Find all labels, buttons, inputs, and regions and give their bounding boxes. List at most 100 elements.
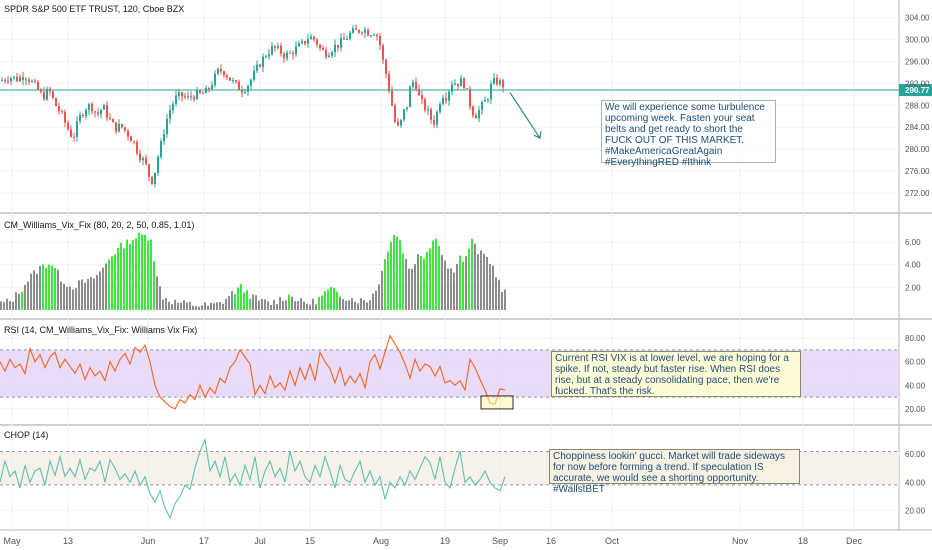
vix-fix-bar[interactable] bbox=[240, 283, 242, 310]
vix-fix-bar[interactable] bbox=[468, 248, 470, 310]
vix-fix-bar[interactable] bbox=[213, 303, 215, 310]
vix-fix-bar[interactable] bbox=[315, 304, 317, 310]
candle-body[interactable] bbox=[304, 41, 306, 44]
vix-fix-bar[interactable] bbox=[411, 268, 413, 310]
vix-fix-bar[interactable] bbox=[462, 261, 464, 310]
candle-body[interactable] bbox=[187, 95, 189, 98]
vix-fix-bar[interactable] bbox=[363, 300, 365, 310]
vix-fix-bar[interactable] bbox=[318, 296, 320, 310]
vix-fix-bar[interactable] bbox=[87, 278, 89, 310]
candle-body[interactable] bbox=[31, 80, 33, 82]
vix-fix-bar[interactable] bbox=[186, 302, 188, 310]
vix-fix-bar[interactable] bbox=[165, 297, 167, 310]
candle-body[interactable] bbox=[121, 123, 123, 128]
vix-fix-bar[interactable] bbox=[102, 267, 104, 310]
vix-fix-bar[interactable] bbox=[450, 268, 452, 310]
vix-fix-bar[interactable] bbox=[498, 280, 500, 310]
vix-fix-bar[interactable] bbox=[480, 250, 482, 310]
candle-body[interactable] bbox=[496, 77, 498, 85]
vix-fix-bar[interactable] bbox=[123, 248, 125, 310]
indicator-line[interactable] bbox=[0, 437, 506, 520]
candle-body[interactable] bbox=[118, 123, 120, 132]
candle-body[interactable] bbox=[277, 45, 279, 48]
candle-body[interactable] bbox=[25, 79, 27, 81]
vix-fix-bar[interactable] bbox=[93, 278, 95, 310]
candle-body[interactable] bbox=[172, 103, 174, 111]
candle-body[interactable] bbox=[283, 53, 285, 59]
candle-body[interactable] bbox=[43, 91, 45, 100]
vix-fix-bar[interactable] bbox=[105, 263, 107, 310]
candle-body[interactable] bbox=[7, 80, 9, 82]
vix-fix-bar[interactable] bbox=[78, 280, 80, 310]
candle-body[interactable] bbox=[418, 88, 420, 96]
candle-body[interactable] bbox=[220, 68, 222, 72]
candle-body[interactable] bbox=[385, 59, 387, 75]
candle-body[interactable] bbox=[58, 106, 60, 112]
candle-body[interactable] bbox=[145, 158, 147, 165]
candle-body[interactable] bbox=[88, 104, 90, 111]
vix-fix-bar[interactable] bbox=[33, 270, 35, 310]
vix-fix-bar[interactable] bbox=[195, 306, 197, 310]
candle-body[interactable] bbox=[256, 64, 258, 71]
candle-body[interactable] bbox=[52, 91, 54, 99]
vix-fix-bar[interactable] bbox=[339, 296, 341, 310]
candle-body[interactable] bbox=[232, 80, 234, 82]
vix-fix-bar[interactable] bbox=[21, 291, 23, 310]
vix-fix-bar[interactable] bbox=[15, 292, 17, 310]
candle-body[interactable] bbox=[316, 39, 318, 45]
candle-body[interactable] bbox=[274, 46, 276, 48]
vix-fix-bar[interactable] bbox=[279, 297, 281, 310]
vix-fix-bar[interactable] bbox=[36, 273, 38, 310]
candle-body[interactable] bbox=[364, 29, 366, 33]
candle-body[interactable] bbox=[22, 76, 24, 80]
vix-fix-bar[interactable] bbox=[270, 304, 272, 310]
candle-body[interactable] bbox=[259, 64, 261, 67]
vix-fix-bar[interactable] bbox=[117, 247, 119, 310]
vix-fix-bar[interactable] bbox=[294, 301, 296, 310]
vix-fix-bar[interactable] bbox=[267, 301, 269, 310]
vix-fix-bar[interactable] bbox=[24, 284, 26, 310]
candle-body[interactable] bbox=[325, 49, 327, 58]
vix-fix-bar[interactable] bbox=[375, 290, 377, 310]
vix-fix-bar[interactable] bbox=[63, 283, 65, 310]
candle-body[interactable] bbox=[499, 80, 501, 85]
candle-body[interactable] bbox=[109, 117, 111, 120]
vix-fix-bar[interactable] bbox=[75, 288, 77, 310]
candle-body[interactable] bbox=[382, 45, 384, 60]
candle-body[interactable] bbox=[73, 136, 75, 138]
vix-fix-bar[interactable] bbox=[399, 240, 401, 310]
chop-annotation-note[interactable]: Choppiness lookin' gucci. Market will tr… bbox=[549, 449, 800, 495]
vix-fix-bar[interactable] bbox=[405, 259, 407, 310]
candle-body[interactable] bbox=[349, 32, 351, 39]
candle-body[interactable] bbox=[148, 164, 150, 177]
candle-body[interactable] bbox=[289, 52, 291, 54]
candle-body[interactable] bbox=[400, 119, 402, 126]
vix-fix-bar[interactable] bbox=[324, 291, 326, 310]
candle-body[interactable] bbox=[103, 104, 105, 110]
candle-body[interactable] bbox=[379, 36, 381, 46]
candle-body[interactable] bbox=[250, 79, 252, 86]
candle-body[interactable] bbox=[361, 32, 363, 34]
candle-body[interactable] bbox=[358, 29, 360, 33]
vix-fix-bar[interactable] bbox=[366, 302, 368, 310]
candle-body[interactable] bbox=[412, 81, 414, 87]
candle-body[interactable] bbox=[409, 86, 411, 108]
vix-fix-bar[interactable] bbox=[54, 267, 56, 310]
vix-fix-bar[interactable] bbox=[204, 302, 206, 310]
vix-fix-bar[interactable] bbox=[147, 240, 149, 310]
vix-fix-bar[interactable] bbox=[120, 242, 122, 310]
candle-body[interactable] bbox=[469, 88, 471, 107]
vix-fix-bar[interactable] bbox=[174, 299, 176, 310]
candle-body[interactable] bbox=[163, 134, 165, 142]
vix-fix-bar[interactable] bbox=[243, 292, 245, 310]
vix-fix-bar[interactable] bbox=[492, 265, 494, 310]
vix-fix-bar[interactable] bbox=[420, 256, 422, 310]
vix-fix-bar[interactable] bbox=[297, 300, 299, 310]
vix-fix-bar[interactable] bbox=[192, 305, 194, 310]
vix-fix-bar[interactable] bbox=[72, 289, 74, 310]
vix-fix-bar[interactable] bbox=[348, 300, 350, 310]
vix-fix-bar[interactable] bbox=[390, 241, 392, 310]
vix-fix-bar[interactable] bbox=[171, 304, 173, 310]
forecast-arrow[interactable] bbox=[509, 92, 541, 139]
candle-body[interactable] bbox=[202, 92, 204, 94]
